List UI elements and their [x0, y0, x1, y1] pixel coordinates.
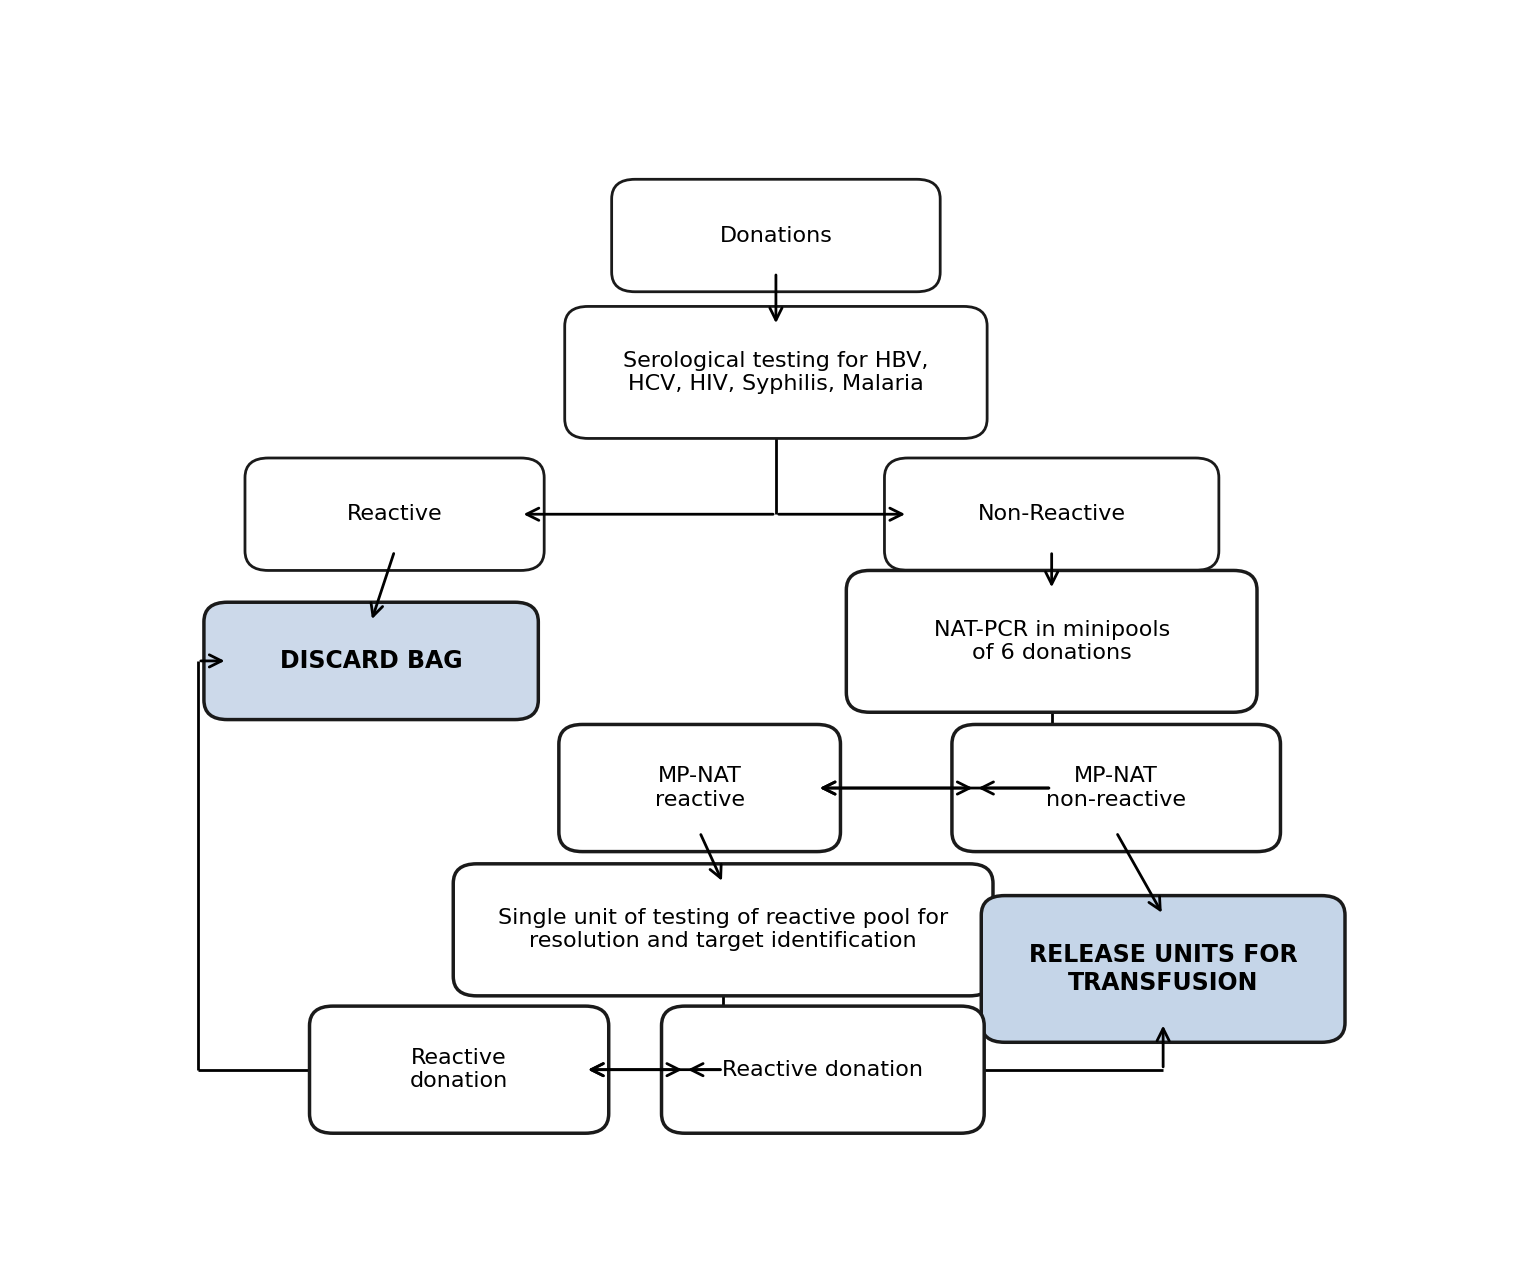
Text: Reactive: Reactive [347, 504, 442, 525]
Text: NAT-PCR in minipools
of 6 donations: NAT-PCR in minipools of 6 donations [934, 620, 1170, 663]
FancyBboxPatch shape [952, 724, 1281, 852]
FancyBboxPatch shape [981, 895, 1344, 1043]
FancyBboxPatch shape [565, 306, 987, 438]
Text: Donations: Donations [719, 226, 833, 245]
Text: Reactive
donation: Reactive donation [410, 1048, 509, 1091]
Text: Non-Reactive: Non-Reactive [978, 504, 1126, 525]
FancyBboxPatch shape [559, 724, 840, 852]
Text: DISCARD BAG: DISCARD BAG [280, 649, 462, 673]
FancyBboxPatch shape [662, 1006, 984, 1133]
FancyBboxPatch shape [245, 458, 544, 570]
FancyBboxPatch shape [204, 602, 539, 720]
Text: Serological testing for HBV,
HCV, HIV, Syphilis, Malaria: Serological testing for HBV, HCV, HIV, S… [624, 351, 928, 394]
FancyBboxPatch shape [846, 570, 1257, 712]
Text: MP-NAT
non-reactive: MP-NAT non-reactive [1046, 766, 1185, 810]
FancyBboxPatch shape [884, 458, 1219, 570]
Text: RELEASE UNITS FOR
TRANSFUSION: RELEASE UNITS FOR TRANSFUSION [1030, 944, 1297, 994]
FancyBboxPatch shape [453, 864, 993, 996]
FancyBboxPatch shape [309, 1006, 609, 1133]
Text: Single unit of testing of reactive pool for
resolution and target identification: Single unit of testing of reactive pool … [498, 908, 948, 951]
Text: Reactive donation: Reactive donation [722, 1059, 924, 1080]
Text: MP-NAT
reactive: MP-NAT reactive [654, 766, 745, 810]
FancyBboxPatch shape [612, 179, 940, 292]
